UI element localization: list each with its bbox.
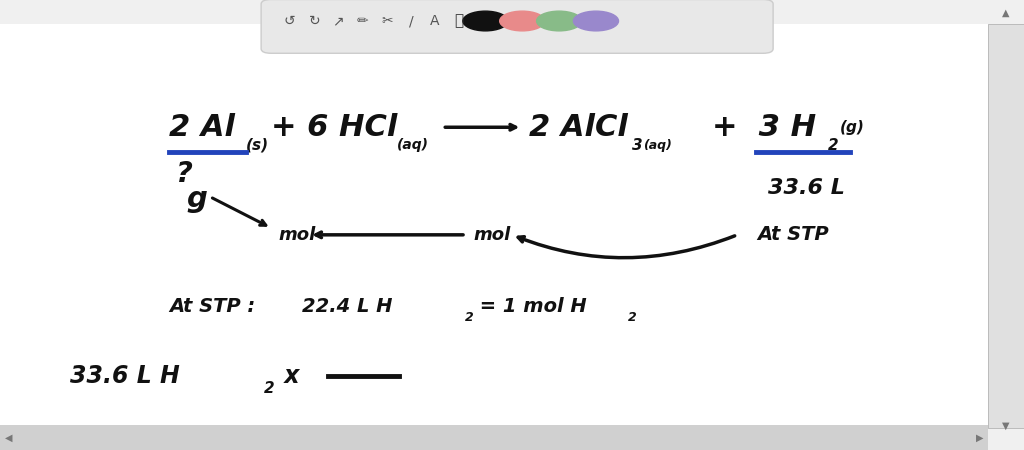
Text: ◀: ◀: [5, 433, 12, 443]
Text: ⬜: ⬜: [455, 14, 463, 28]
Text: (aq): (aq): [643, 139, 672, 152]
FancyBboxPatch shape: [261, 0, 773, 53]
Text: mol: mol: [279, 226, 315, 244]
Text: g: g: [186, 185, 207, 213]
Text: + 6 HCl: + 6 HCl: [271, 113, 397, 142]
Text: ↻: ↻: [308, 14, 321, 28]
FancyBboxPatch shape: [988, 24, 1024, 427]
Text: ✂: ✂: [381, 14, 393, 28]
Text: /: /: [410, 14, 414, 28]
Text: At STP: At STP: [758, 225, 829, 244]
Text: 33.6 L H: 33.6 L H: [70, 364, 179, 388]
Text: x: x: [276, 364, 308, 388]
Text: ▲: ▲: [1001, 8, 1010, 18]
Text: 3: 3: [632, 138, 642, 153]
Text: ?: ?: [176, 160, 193, 188]
Text: 2: 2: [827, 138, 838, 153]
Text: 2: 2: [465, 311, 474, 324]
Text: (s): (s): [246, 138, 269, 153]
Text: 2 Al: 2 Al: [169, 113, 234, 142]
Circle shape: [537, 11, 582, 31]
Text: +  3 H: + 3 H: [712, 113, 816, 142]
Text: ▼: ▼: [1001, 420, 1010, 430]
Text: 33.6 L: 33.6 L: [768, 178, 845, 198]
Text: ▶: ▶: [976, 433, 983, 443]
Text: (aq): (aq): [397, 138, 429, 152]
Text: A: A: [429, 14, 439, 28]
Text: = 1 mol H: = 1 mol H: [473, 297, 587, 316]
Text: ↺: ↺: [284, 14, 296, 28]
FancyBboxPatch shape: [0, 24, 988, 450]
Text: 2: 2: [264, 381, 274, 396]
Text: At STP :: At STP :: [169, 297, 255, 316]
Text: 2: 2: [628, 311, 637, 324]
Circle shape: [573, 11, 618, 31]
Text: mol: mol: [473, 226, 510, 244]
Text: 2 AlCl: 2 AlCl: [529, 113, 629, 142]
Text: ✏: ✏: [356, 14, 369, 28]
FancyBboxPatch shape: [0, 425, 988, 450]
Text: ↗: ↗: [332, 14, 344, 28]
Circle shape: [500, 11, 545, 31]
Text: 22.4 L H: 22.4 L H: [302, 297, 392, 316]
Text: (g): (g): [840, 120, 864, 135]
Circle shape: [463, 11, 508, 31]
